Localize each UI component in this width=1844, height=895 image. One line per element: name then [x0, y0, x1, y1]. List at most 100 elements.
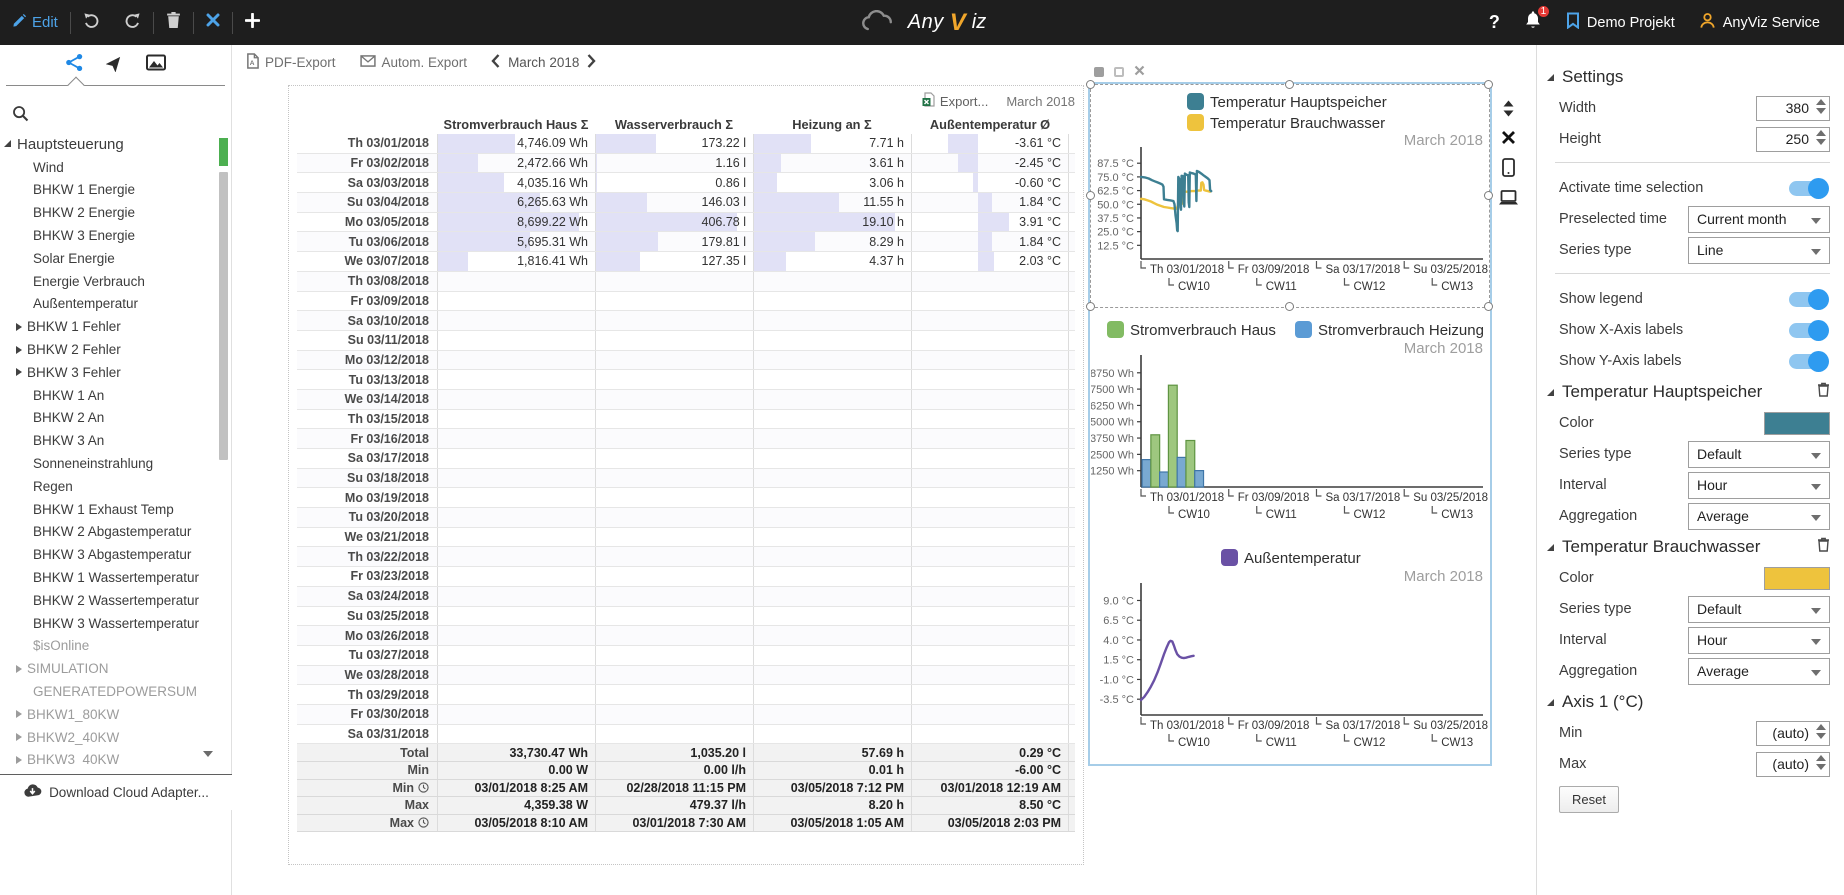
add-widget-button[interactable]: [233, 0, 272, 45]
tree-scroll-down-icon[interactable]: [203, 751, 213, 757]
temperature-line-chart-widget[interactable]: Temperatur Hauptspeicher Temperatur Brauc…: [1086, 80, 1493, 311]
charts-panel[interactable]: Temperatur Hauptspeicher Temperatur Brauc…: [1086, 80, 1493, 766]
axis-min-stepper[interactable]: [1816, 723, 1826, 739]
tree-item[interactable]: $isOnline: [0, 635, 218, 658]
next-month-button[interactable]: [587, 53, 596, 71]
tree-item[interactable]: Wind: [0, 156, 218, 179]
help-button[interactable]: ?: [1479, 0, 1510, 45]
table-row[interactable]: Su 03/18/2018: [297, 468, 1075, 489]
table-row[interactable]: Tu 03/20/2018: [297, 508, 1075, 528]
prev-month-button[interactable]: [491, 53, 500, 71]
tree-item[interactable]: BHKW 2 Wassertemperatur: [0, 589, 218, 612]
tree-item[interactable]: BHKW 2 Abgastemperatur: [0, 521, 218, 544]
series2-trash-icon[interactable]: [1817, 537, 1830, 557]
tree-item[interactable]: SIMULATION: [0, 657, 218, 680]
outside-temperature-line-chart-widget[interactable]: Außentemperatur March 2018 -3.5 °C -1.0 °C 1…: [1091, 541, 1489, 763]
activate-time-toggle[interactable]: [1789, 177, 1829, 199]
series1-type-select[interactable]: Default: [1688, 440, 1830, 468]
tree-item[interactable]: BHKW 1 Fehler: [0, 315, 218, 338]
phone-preview-icon[interactable]: [1502, 158, 1515, 177]
table-row[interactable]: Fr 03/30/2018: [297, 704, 1075, 725]
series2-interval-select[interactable]: Hour: [1688, 626, 1830, 654]
column-header[interactable]: Stromverbrauch Haus Σ: [443, 116, 589, 132]
width-input[interactable]: [1756, 95, 1830, 121]
table-row[interactable]: Sa 03/03/2018 4,035.16 Wh 0.86 l 3.06 h -0.6…: [297, 173, 1075, 194]
preselected-time-select[interactable]: Current month: [1688, 205, 1830, 233]
scrollbar-thumb[interactable]: [219, 172, 228, 460]
series1-color-swatch[interactable]: [1764, 411, 1830, 435]
axis-reset-button[interactable]: Reset: [1559, 786, 1619, 813]
delete-widget-icon[interactable]: [1501, 130, 1516, 145]
sidebar-scrollbar[interactable]: [219, 138, 228, 725]
table-row[interactable]: Sa 03/17/2018: [297, 449, 1075, 469]
table-row[interactable]: Th 03/29/2018: [297, 685, 1075, 705]
height-stepper[interactable]: [1816, 129, 1826, 145]
tree-item[interactable]: Sonneneinstrahlung: [0, 452, 218, 475]
move-updown-icon[interactable]: [1501, 100, 1516, 117]
table-row[interactable]: Mo 03/12/2018: [297, 350, 1075, 371]
table-row[interactable]: Fr 03/02/2018 2,472.66 Wh 1.16 l 3.61 h -2.4…: [297, 153, 1075, 174]
table-row[interactable]: Th 03/22/2018: [297, 547, 1075, 568]
table-row[interactable]: Mo 03/26/2018: [297, 626, 1075, 646]
navigation-tab[interactable]: [105, 54, 124, 77]
table-row[interactable]: Th 03/08/2018: [297, 271, 1075, 292]
axis-min-input[interactable]: [1756, 720, 1830, 746]
table-row[interactable]: Mo 03/19/2018: [297, 488, 1075, 509]
axis-max-input[interactable]: [1756, 751, 1830, 777]
table-row[interactable]: Fr 03/09/2018: [297, 291, 1075, 312]
table-row[interactable]: Th 03/01/2018 4,746.09 Wh 173.22 l 7.71 h -3…: [297, 134, 1075, 154]
tree-item[interactable]: BHKW 3 An: [0, 429, 218, 452]
minimize-icon[interactable]: [1094, 67, 1104, 77]
delete-button[interactable]: [154, 0, 193, 45]
series-type-select[interactable]: Line: [1688, 236, 1830, 264]
series1-trash-icon[interactable]: [1817, 382, 1830, 402]
column-header[interactable]: Außentemperatur Ø: [929, 116, 1051, 132]
tree-item[interactable]: BHKW 1 An: [0, 384, 218, 407]
tree-item[interactable]: BHKW 3 Wassertemperatur: [0, 612, 218, 635]
tree-item[interactable]: Energie Verbrauch: [0, 270, 218, 293]
download-cloud-adapter-link[interactable]: Download Cloud Adapter...: [0, 774, 232, 810]
tree-item[interactable]: BHKW1_80KW: [0, 703, 218, 726]
table-row[interactable]: Su 03/25/2018: [297, 606, 1075, 627]
tree-item[interactable]: BHKW 3 Fehler: [0, 361, 218, 384]
tree-item[interactable]: BHKW 2 Energie: [0, 201, 218, 224]
share-tab[interactable]: [65, 53, 84, 77]
table-row[interactable]: Tu 03/27/2018: [297, 645, 1075, 666]
table-row[interactable]: Sa 03/24/2018: [297, 586, 1075, 607]
tree-item[interactable]: Hauptsteuerung: [0, 133, 218, 156]
table-row[interactable]: Tu 03/06/2018 5,695.31 Wh 179.81 l 8.29 h 1.…: [297, 232, 1075, 253]
table-row[interactable]: We 03/07/2018 1,816.41 Wh 127.35 l 4.37 h 2.…: [297, 252, 1075, 272]
series1-aggregation-select[interactable]: Average: [1688, 502, 1830, 530]
tree-item[interactable]: BHKW 1 Exhaust Temp: [0, 498, 218, 521]
series2-color-swatch[interactable]: [1764, 566, 1830, 590]
search-button[interactable]: [0, 95, 231, 129]
tree-item[interactable]: Regen: [0, 475, 218, 498]
pdf-export-button[interactable]: A PDF-Export: [246, 52, 336, 72]
axis-max-stepper[interactable]: [1816, 754, 1826, 770]
tree-item[interactable]: BHKW 3 Energie: [0, 224, 218, 247]
image-tab[interactable]: [146, 54, 166, 76]
table-row[interactable]: Tu 03/13/2018: [297, 370, 1075, 390]
table-widget[interactable]: Export... March 2018 Stromverbrauch Haus…: [288, 85, 1084, 865]
series1-section-header[interactable]: Temperatur Hauptspeicher: [1547, 382, 1830, 402]
column-header[interactable]: Wasserverbrauch Σ: [614, 116, 734, 132]
table-row[interactable]: Fr 03/23/2018: [297, 567, 1075, 587]
close-panel-icon[interactable]: [1134, 63, 1145, 81]
tree-item[interactable]: Solar Energie: [0, 247, 218, 270]
edit-button[interactable]: Edit: [0, 0, 70, 45]
show-x-axis-toggle[interactable]: [1789, 319, 1829, 341]
series2-section-header[interactable]: Temperatur Brauchwasser: [1547, 537, 1830, 557]
show-legend-toggle[interactable]: [1789, 288, 1829, 310]
column-header[interactable]: Heizung an Σ: [792, 116, 872, 132]
tree-item[interactable]: GENERATEDPOWERSUM: [0, 680, 218, 703]
desktop-preview-icon[interactable]: [1498, 190, 1519, 206]
series1-interval-select[interactable]: Hour: [1688, 471, 1830, 499]
tree-item[interactable]: BHKW 2 Fehler: [0, 338, 218, 361]
redo-button[interactable]: [112, 0, 153, 45]
settings-section-header[interactable]: Settings: [1547, 67, 1830, 87]
close-widget-button[interactable]: [194, 0, 232, 45]
height-input[interactable]: [1756, 126, 1830, 152]
width-stepper[interactable]: [1816, 98, 1826, 114]
tree-item[interactable]: BHKW2_40KW: [0, 726, 218, 749]
